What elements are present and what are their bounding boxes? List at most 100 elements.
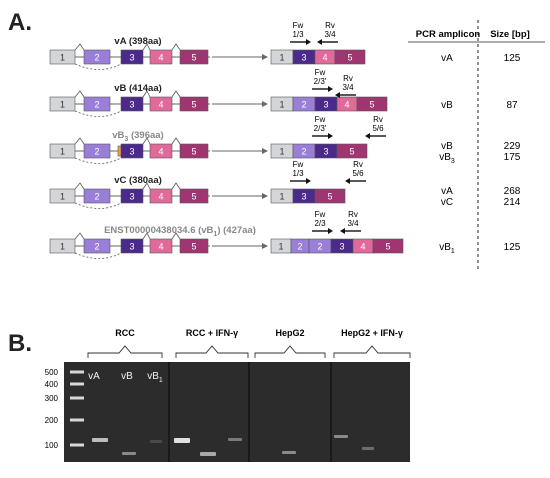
amplicon-size: 125 [504,53,521,64]
exon-number: 5 [191,100,196,110]
exon-1 [49,238,76,254]
splice-arc [142,90,151,98]
amplicon-size: 214 [504,197,521,208]
amplicon-name: vA [441,186,453,197]
isoform-name-rest: ) (427aa) [217,225,256,236]
exon-3 [120,96,144,112]
mrna-exon-number: 1 [279,100,284,110]
ladder-band [70,443,84,447]
fw-arrow-head [306,39,311,45]
fw-arrow-head [328,228,333,234]
splice-arc [74,137,85,145]
exon-4 [149,143,173,159]
gel-band [200,452,216,456]
rv-arrow-head [345,178,350,184]
lane-label-vb1: vB1 [147,371,163,384]
mrna-exon-number: 4 [322,53,327,63]
ladder-band [70,418,84,422]
gel-band [282,451,296,454]
mrna-exon-number: 2 [301,147,306,157]
exon-4 [149,96,173,112]
mrna-exon-number: 3 [301,192,306,202]
mrna-exon-5 [372,238,404,254]
amplicon-name-sub: 1 [451,248,455,255]
exon-number: 2 [94,242,99,252]
exon-4 [149,188,173,204]
fw-primer-junction: 2/3' [314,77,327,86]
mrna-exon-number: 5 [347,53,352,63]
exon-5 [179,238,209,254]
amplicon-name: vA [441,53,453,64]
fw-primer-junction: 1/3 [292,169,304,178]
amplicon-name-sub: 3 [451,158,455,165]
arrow-head [262,101,268,107]
exon-number: 3 [129,242,134,252]
splice-arc [74,90,85,98]
amplicon-name: vB [441,100,453,111]
exon-number: 4 [158,100,163,110]
rv-primer-junction: 3/4 [342,83,354,92]
mrna-exon-number: 3 [301,53,306,63]
rv-primer-label: Rv [353,160,363,169]
splice-arc [74,232,85,240]
gel-band [362,447,374,450]
isoform-name: vC (380aa) [114,175,162,186]
amplicon-name: vC [441,197,453,208]
mrna-exon-number: 2 [297,242,302,252]
amplicon-name: vB1 [439,242,455,255]
gel-group-bracket [87,345,163,358]
mrna-exon-5 [314,188,346,204]
exon-2 [83,96,111,112]
amplicon-size: 125 [504,242,521,253]
splice-arc [74,182,85,190]
skip-arc [74,252,122,259]
amplicon-name-main: vB [439,242,451,253]
splice-arc [142,43,151,51]
isoform-name-main: vA (398aa) [114,36,161,47]
ladder-labels: 500 400 300 200 100 [45,368,59,450]
exon-number: 2 [94,147,99,157]
ladder-label: 100 [45,441,59,450]
gel-group-label: RCC + IFN-γ [186,328,238,338]
amplicon-size: 87 [506,100,518,111]
mrna-exon-number: 1 [278,242,283,252]
gel-band [174,438,190,443]
amplicon-name-main: vB [439,152,451,163]
lane-label-vb1-main: vB [147,371,159,382]
rv-primer-junction: 5/6 [372,124,384,133]
mrna-exon-number: 4 [344,100,349,110]
gel-group-label: HepG2 [275,328,304,338]
isoform-name: vB3 (396aa) [112,130,163,143]
exon-number: 4 [158,192,163,202]
exon-3 [120,238,144,254]
splice-arc [171,137,181,145]
isoform-row-4: vC (380aa) 1 2 3 4 5 1 3 5 Fw1/3 Rv5/6 vA 268 vC 214 [49,160,521,209]
ladder-label: 300 [45,394,59,403]
arrow-head [262,243,268,249]
ladder-label: 500 [45,368,59,377]
mrna-exon-number: 4 [360,242,365,252]
mrna-exon-number: 2 [317,242,322,252]
amplicon-size: 268 [504,186,521,197]
splice-arc [142,232,151,240]
gel-image [64,362,410,462]
exon-2 [83,238,111,254]
rv-primer-label: Rv [325,21,335,30]
fw-arrow-head [306,178,311,184]
exon-number: 5 [191,147,196,157]
gel-group-bracket [254,345,326,358]
skip-arc [74,63,122,70]
exon-number: 2 [94,53,99,63]
isoform-name: vB (414aa) [114,83,162,94]
exon-1 [49,49,76,65]
exon-number: 1 [60,192,65,202]
panel-a-label: A. [8,9,32,36]
fw-primer-label: Fw [293,21,304,30]
gel-group-bracket [333,345,411,358]
exon-number: 1 [60,147,65,157]
mrna-exon-number: 5 [369,100,374,110]
ladder-band [70,396,84,400]
isoform-name: vA (398aa) [114,36,161,47]
table-header-size: Size [bp] [490,29,530,40]
